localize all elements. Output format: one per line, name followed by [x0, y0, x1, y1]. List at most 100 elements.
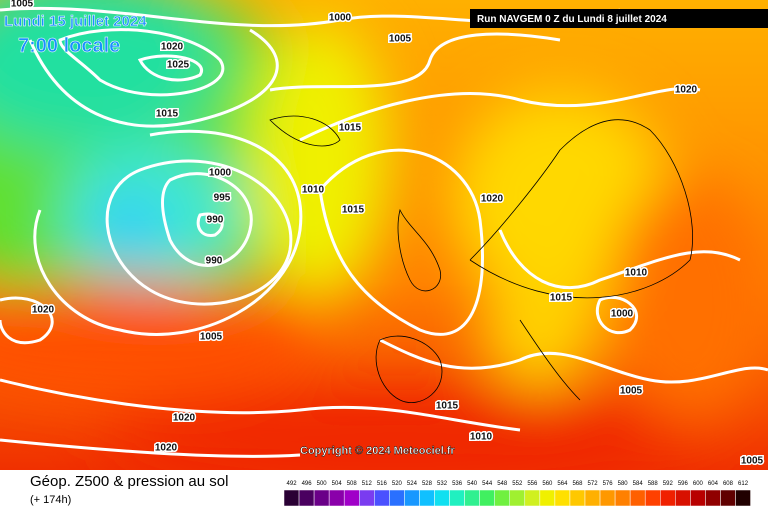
- colorbar-swatch: [404, 489, 420, 507]
- isobar-label: 1010: [302, 185, 325, 196]
- colorbar-swatch: [313, 489, 330, 507]
- colorbar-swatch: [359, 489, 375, 507]
- colorbar-label: 544: [482, 481, 493, 487]
- colorbar-swatch: [599, 489, 616, 507]
- isobars: [0, 6, 768, 458]
- colorbar-label: 564: [557, 481, 568, 487]
- colorbar-label: 520: [392, 481, 403, 487]
- colorbar-swatch: [374, 489, 390, 507]
- isobar-label: 1015: [436, 401, 459, 412]
- isobar-label: 1020: [161, 42, 184, 53]
- isobar-label: 1005: [620, 386, 643, 397]
- colorbar-swatch: [343, 489, 360, 507]
- isobar-label: 1005: [11, 0, 34, 10]
- colorbar-label: 500: [317, 481, 328, 487]
- isobar-label: 1020: [155, 443, 178, 454]
- colorbar-label: 552: [512, 481, 523, 487]
- colorbar-swatch: [479, 489, 495, 507]
- isobar-labels: 1005 1000 1005 1020 1025 1015 1015 1000 995 990 10…: [9, 0, 765, 468]
- colorbar-swatch: [464, 489, 480, 507]
- colorbar-label: 596: [678, 481, 689, 487]
- run-banner: [470, 9, 768, 28]
- copyright: Copyright © 2024 Meteociel.fr: [300, 445, 456, 457]
- colorbar-label: 592: [663, 481, 674, 487]
- colorbar-label: 504: [332, 481, 343, 487]
- colorbar-label: 584: [633, 481, 644, 487]
- colorbar-swatch: [614, 489, 631, 507]
- colorbar: 492 496 500 504 508 512 516 520 524 528 532 536 540 5…: [283, 481, 751, 507]
- colorbar-swatch: [328, 489, 345, 507]
- colorbar-swatch: [735, 489, 751, 507]
- colorbar-swatch: [298, 489, 315, 507]
- footer-title: Géop. Z500 & pression au sol: [30, 473, 228, 490]
- colorbar-swatch: [644, 489, 661, 507]
- colorbar-label: 508: [347, 481, 358, 487]
- isobar-label: 1010: [625, 268, 648, 279]
- colorbar-swatch: [524, 489, 541, 507]
- colorbar-swatch: [494, 489, 511, 507]
- colorbar-label: 540: [467, 481, 478, 487]
- colorbar-label: 576: [603, 481, 614, 487]
- run-info: Run NAVGEM 0 Z du Lundi 8 juillet 2024: [477, 14, 667, 25]
- isobar-label: 1015: [550, 293, 573, 304]
- colorbar-label: 524: [407, 481, 418, 487]
- isobar-label: 1005: [200, 332, 223, 343]
- colorbar-label: 512: [362, 481, 373, 487]
- isobar-label: 1015: [339, 123, 362, 134]
- colorbar-swatch: [720, 489, 736, 507]
- isobar-label: 1000: [611, 309, 634, 320]
- isobar-label: 1000: [209, 168, 232, 179]
- isobar-label: 1020: [32, 305, 55, 316]
- coastlines: [269, 115, 693, 403]
- colorbar-swatch: [660, 489, 676, 507]
- isobar-label: 1005: [741, 456, 764, 467]
- colorbar-swatch: [283, 489, 300, 507]
- isobar-label: 1025: [167, 60, 190, 71]
- colorbar-swatch: [389, 489, 405, 507]
- colorbar-swatch: [509, 489, 526, 507]
- colorbar-swatch: [419, 489, 435, 507]
- colorbar-swatch: [554, 489, 571, 507]
- isobar-label: 1005: [389, 34, 412, 45]
- isobar-label: 1020: [481, 194, 504, 205]
- isobar-label: 1015: [156, 109, 179, 120]
- colorbar-label: 608: [723, 481, 734, 487]
- colorbar-swatch: [705, 489, 721, 507]
- colorbar-label: 604: [708, 481, 719, 487]
- colorbar-swatch: [434, 489, 450, 507]
- isobar-label: 990: [207, 215, 224, 226]
- colorbar-swatch: [569, 489, 586, 507]
- colorbar-label: 548: [497, 481, 508, 487]
- isobar-label: 990: [206, 256, 223, 267]
- lead-time: (+ 174h): [30, 494, 71, 506]
- isobar-label: 995: [214, 193, 231, 204]
- field: [0, 0, 768, 490]
- colorbar-swatch: [584, 489, 601, 507]
- colorbar-label: 496: [302, 481, 313, 487]
- forecast-date: Lundi 15 juillet 2024: [4, 13, 147, 30]
- colorbar-swatch: [690, 489, 706, 507]
- colorbar-label: 536: [452, 481, 463, 487]
- colorbar-swatch: [449, 489, 465, 507]
- isobar-label: 1020: [675, 85, 698, 96]
- colorbar-label: 528: [422, 481, 433, 487]
- isobar-label: 1000: [329, 13, 352, 24]
- colorbar-swatch: [539, 489, 556, 507]
- forecast-time: 7:00 locale: [18, 35, 120, 57]
- colorbar-swatch: [675, 489, 691, 507]
- colorbar-label: 516: [377, 481, 388, 487]
- colorbar-label: 572: [588, 481, 599, 487]
- colorbar-label: 560: [542, 481, 553, 487]
- colorbar-label: 580: [618, 481, 629, 487]
- colorbar-label: 612: [738, 481, 749, 487]
- colorbar-label: 600: [693, 481, 704, 487]
- colorbar-label: 556: [527, 481, 538, 487]
- isobar-label: 1010: [470, 432, 493, 443]
- isobar-label: 1020: [173, 413, 196, 424]
- colorbar-label: 532: [437, 481, 448, 487]
- colorbar-label: 492: [287, 481, 298, 487]
- colorbar-label: 568: [572, 481, 583, 487]
- colorbar-label: 588: [648, 481, 659, 487]
- isobar-label: 1015: [342, 205, 365, 216]
